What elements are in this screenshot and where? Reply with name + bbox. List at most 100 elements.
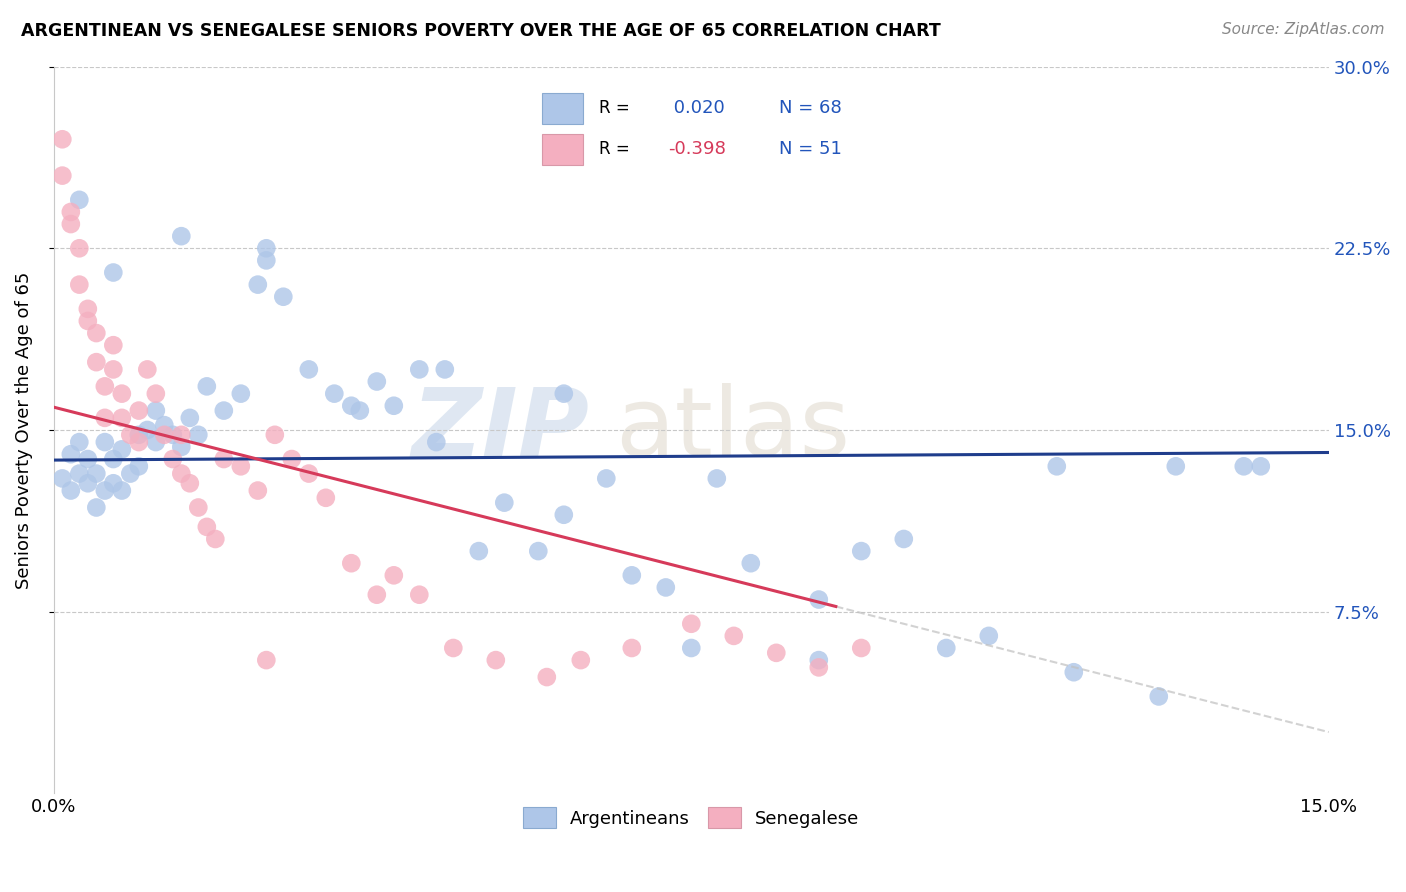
Point: [620, 568, 643, 582]
Point: [187, 500, 209, 515]
Point: [120, 427, 142, 442]
Point: [67, 435, 90, 450]
Point: [94, 435, 117, 450]
Point: [120, 467, 142, 481]
Point: [76, 452, 98, 467]
Point: [153, 418, 176, 433]
Point: [229, 459, 252, 474]
Point: [153, 427, 176, 442]
Point: [263, 427, 285, 442]
Point: [977, 629, 1000, 643]
Point: [1250, 459, 1272, 474]
Point: [706, 471, 728, 485]
Point: [1164, 459, 1187, 474]
Point: [229, 386, 252, 401]
Point: [59, 205, 82, 219]
Point: [170, 440, 193, 454]
Point: [441, 640, 464, 655]
Point: [145, 435, 167, 450]
Point: [807, 653, 830, 667]
Text: Source: ZipAtlas.com: Source: ZipAtlas.com: [1222, 22, 1385, 37]
Point: [246, 277, 269, 292]
Point: [195, 379, 218, 393]
Point: [349, 403, 371, 417]
Point: [681, 616, 703, 631]
Point: [94, 379, 117, 393]
Point: [851, 640, 873, 655]
Point: [86, 467, 108, 481]
Point: [620, 640, 643, 655]
Point: [128, 403, 150, 417]
Point: [494, 496, 516, 510]
Point: [162, 427, 184, 442]
Point: [298, 467, 321, 481]
Point: [136, 423, 159, 437]
Point: [765, 646, 787, 660]
Point: [94, 483, 117, 498]
Point: [366, 588, 388, 602]
Point: [128, 435, 150, 450]
Point: [187, 427, 209, 442]
Point: [553, 508, 575, 522]
Point: [136, 362, 159, 376]
Point: [408, 362, 430, 376]
Y-axis label: Seniors Poverty Over the Age of 65: Seniors Poverty Over the Age of 65: [15, 271, 32, 589]
Point: [340, 399, 363, 413]
Point: [254, 253, 277, 268]
Point: [86, 500, 108, 515]
Point: [315, 491, 337, 505]
Point: [76, 301, 98, 316]
Point: [103, 476, 125, 491]
Point: [273, 290, 295, 304]
Point: [740, 556, 762, 570]
Point: [595, 471, 617, 485]
Point: [1233, 459, 1256, 474]
Point: [1063, 665, 1085, 680]
Point: [254, 241, 277, 255]
Point: [195, 520, 218, 534]
Point: [204, 532, 226, 546]
Point: [145, 386, 167, 401]
Point: [67, 467, 90, 481]
Point: [86, 326, 108, 340]
Text: ARGENTINEAN VS SENEGALESE SENIORS POVERTY OVER THE AGE OF 65 CORRELATION CHART: ARGENTINEAN VS SENEGALESE SENIORS POVERT…: [21, 22, 941, 40]
Point: [893, 532, 915, 546]
Point: [51, 169, 73, 183]
Point: [51, 471, 73, 485]
Point: [655, 581, 678, 595]
Point: [179, 410, 201, 425]
Point: [408, 588, 430, 602]
Point: [1147, 690, 1170, 704]
Point: [569, 653, 592, 667]
Point: [281, 452, 304, 467]
Point: [468, 544, 491, 558]
Point: [1046, 459, 1069, 474]
Point: [67, 277, 90, 292]
Point: [212, 403, 235, 417]
Point: [681, 640, 703, 655]
Point: [59, 217, 82, 231]
Point: [323, 386, 346, 401]
Point: [94, 410, 117, 425]
Point: [485, 653, 508, 667]
Point: [111, 483, 134, 498]
Point: [103, 362, 125, 376]
Point: [366, 375, 388, 389]
Point: [170, 467, 193, 481]
Point: [59, 447, 82, 461]
Point: [111, 442, 134, 457]
Point: [103, 338, 125, 352]
Point: [76, 314, 98, 328]
Point: [851, 544, 873, 558]
Point: [212, 452, 235, 467]
Point: [807, 592, 830, 607]
Text: ZIP: ZIP: [412, 384, 589, 476]
Point: [179, 476, 201, 491]
Point: [128, 459, 150, 474]
Point: [723, 629, 745, 643]
Point: [433, 362, 456, 376]
Text: atlas: atlas: [614, 384, 851, 476]
Point: [527, 544, 550, 558]
Point: [298, 362, 321, 376]
Point: [67, 193, 90, 207]
